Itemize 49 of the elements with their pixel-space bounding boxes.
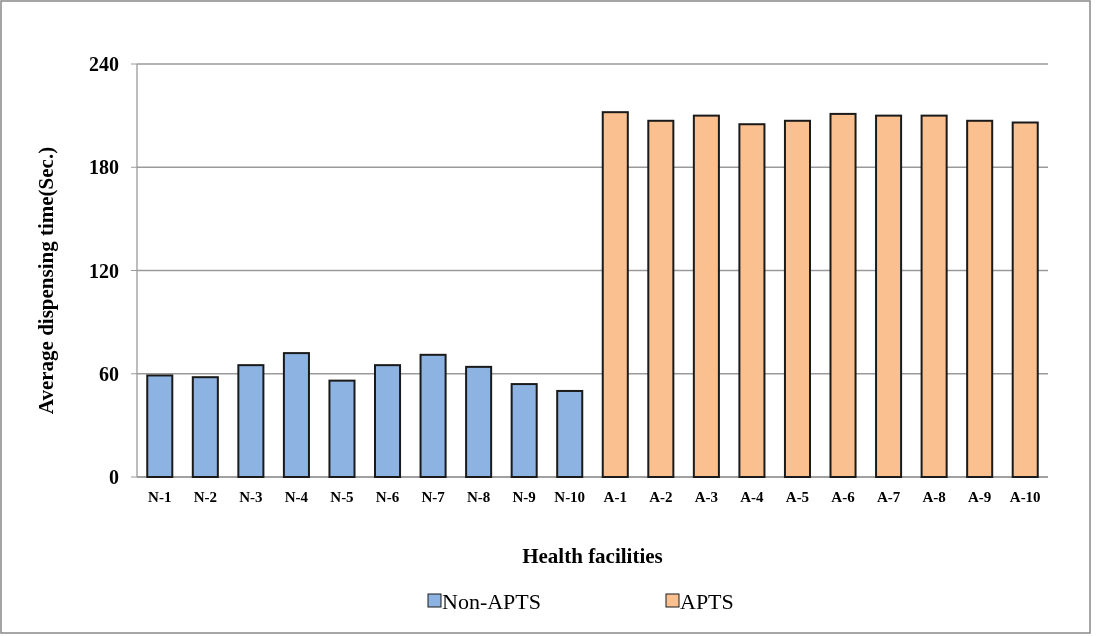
x-tick-label: A-7 (876, 489, 901, 505)
bar (920, 114, 948, 478)
bar (146, 374, 174, 478)
y-tick-label: 0 (109, 466, 119, 488)
x-tick-label: A-9 (968, 489, 992, 505)
x-tick-label: N-6 (375, 489, 400, 505)
bar (282, 352, 310, 478)
bar (601, 111, 629, 478)
x-tick-label: N-3 (239, 489, 263, 505)
bar (875, 114, 903, 478)
bar (829, 112, 857, 478)
x-tick-label: N-10 (554, 489, 586, 505)
x-tick-label: A-3 (694, 489, 719, 505)
y-tick-label: 180 (89, 156, 119, 179)
bar (465, 365, 493, 478)
x-tick-label: A-5 (785, 489, 810, 505)
bar (328, 379, 356, 478)
x-tick-label: A-6 (831, 489, 856, 505)
bar (966, 119, 994, 478)
bar (374, 364, 402, 478)
bar (1011, 121, 1039, 478)
bar (692, 114, 720, 478)
legend-label: APTS (680, 588, 734, 614)
bar (783, 119, 811, 478)
x-tick-label: N-2 (193, 489, 217, 505)
bar (647, 119, 675, 478)
x-tick-label: A-8 (922, 489, 946, 505)
y-tick-label: 240 (89, 53, 119, 75)
bar (191, 376, 219, 478)
x-axis-title: Health facilities (522, 544, 663, 568)
x-tick-label: A-2 (649, 489, 673, 505)
bar (738, 123, 766, 478)
bar (556, 389, 584, 478)
x-tick-label: N-5 (330, 489, 354, 505)
x-tick-label: N-4 (284, 489, 309, 505)
y-tick-label: 60 (99, 362, 119, 385)
legend-label: Non-APTS (442, 588, 542, 614)
x-tick-label: N-8 (466, 489, 491, 505)
bar (510, 383, 538, 478)
bar (419, 353, 447, 478)
y-tick-label: 120 (89, 259, 119, 282)
bar (237, 364, 265, 478)
x-tick-label: N-9 (512, 489, 536, 505)
x-tick-label: A-1 (603, 489, 627, 505)
x-tick-label: A-4 (740, 489, 765, 505)
y-axis-title: Average dispensing time(Sec.) (34, 146, 58, 415)
x-tick-label: N-1 (148, 489, 172, 505)
x-tick-label: A-10 (1009, 489, 1041, 505)
x-tick-label: N-7 (421, 489, 446, 505)
